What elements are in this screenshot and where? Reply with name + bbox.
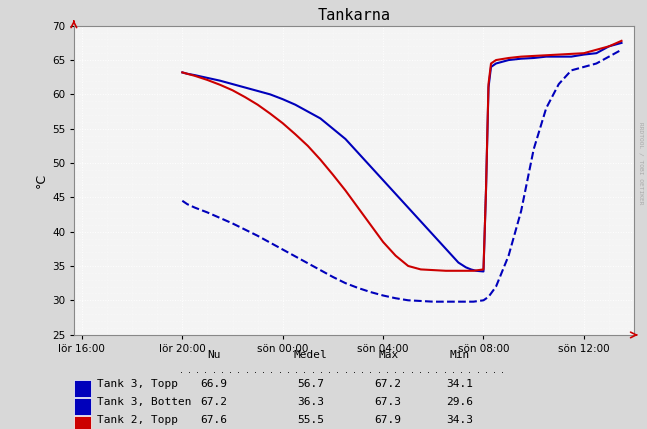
Text: .: . — [477, 366, 479, 375]
FancyBboxPatch shape — [74, 399, 91, 414]
Text: .: . — [303, 366, 307, 375]
Text: .: . — [196, 366, 199, 375]
Text: 67.6: 67.6 — [200, 415, 227, 425]
Text: .: . — [411, 366, 413, 375]
Text: 34.1: 34.1 — [446, 379, 473, 389]
Text: RRDTOOL / TOBI OETIKER: RRDTOOL / TOBI OETIKER — [639, 122, 644, 204]
Text: .: . — [353, 366, 356, 375]
Title: Tankarna: Tankarna — [318, 8, 391, 23]
Text: .: . — [402, 366, 406, 375]
Text: .: . — [213, 366, 215, 375]
Text: 67.2: 67.2 — [375, 379, 402, 389]
Text: .: . — [229, 366, 232, 375]
Text: .: . — [501, 366, 505, 375]
Text: Tank 2, Topp: Tank 2, Topp — [97, 415, 178, 425]
Text: .: . — [320, 366, 323, 375]
Text: 67.2: 67.2 — [200, 397, 227, 407]
Text: 29.6: 29.6 — [446, 397, 473, 407]
Text: .: . — [328, 366, 331, 375]
Text: .: . — [485, 366, 488, 375]
Text: .: . — [394, 366, 397, 375]
Text: .: . — [287, 366, 290, 375]
Text: 34.3: 34.3 — [446, 415, 473, 425]
Text: Min: Min — [449, 350, 470, 360]
Text: .: . — [254, 366, 257, 375]
Text: .: . — [460, 366, 463, 375]
Text: 56.7: 56.7 — [297, 379, 324, 389]
Text: .: . — [262, 366, 265, 375]
Text: .: . — [279, 366, 281, 375]
Text: Tank 3, Topp: Tank 3, Topp — [97, 379, 178, 389]
Text: .: . — [435, 366, 439, 375]
Text: .: . — [237, 366, 241, 375]
Text: Medel: Medel — [294, 350, 327, 360]
Text: 36.3: 36.3 — [297, 397, 324, 407]
Text: Max: Max — [378, 350, 399, 360]
Text: .: . — [336, 366, 340, 375]
Text: .: . — [361, 366, 364, 375]
Text: .: . — [493, 366, 496, 375]
Text: .: . — [295, 366, 298, 375]
Text: .: . — [270, 366, 274, 375]
FancyBboxPatch shape — [74, 417, 91, 429]
Y-axis label: °C: °C — [35, 172, 48, 188]
Text: .: . — [427, 366, 430, 375]
Text: .: . — [345, 366, 347, 375]
Text: .: . — [468, 366, 472, 375]
Text: 66.9: 66.9 — [200, 379, 227, 389]
Text: .: . — [312, 366, 314, 375]
Text: .: . — [452, 366, 455, 375]
Text: .: . — [221, 366, 224, 375]
Text: .: . — [378, 366, 380, 375]
Text: 55.5: 55.5 — [297, 415, 324, 425]
FancyBboxPatch shape — [74, 381, 91, 396]
Text: .: . — [246, 366, 248, 375]
Text: Nu: Nu — [207, 350, 220, 360]
Text: 67.3: 67.3 — [375, 397, 402, 407]
Text: .: . — [180, 366, 182, 375]
Text: .: . — [386, 366, 389, 375]
Text: .: . — [369, 366, 373, 375]
Text: .: . — [444, 366, 446, 375]
Text: Tank 3, Botten: Tank 3, Botten — [97, 397, 192, 407]
Text: .: . — [188, 366, 191, 375]
Text: .: . — [204, 366, 208, 375]
Text: .: . — [419, 366, 422, 375]
Text: 67.9: 67.9 — [375, 415, 402, 425]
